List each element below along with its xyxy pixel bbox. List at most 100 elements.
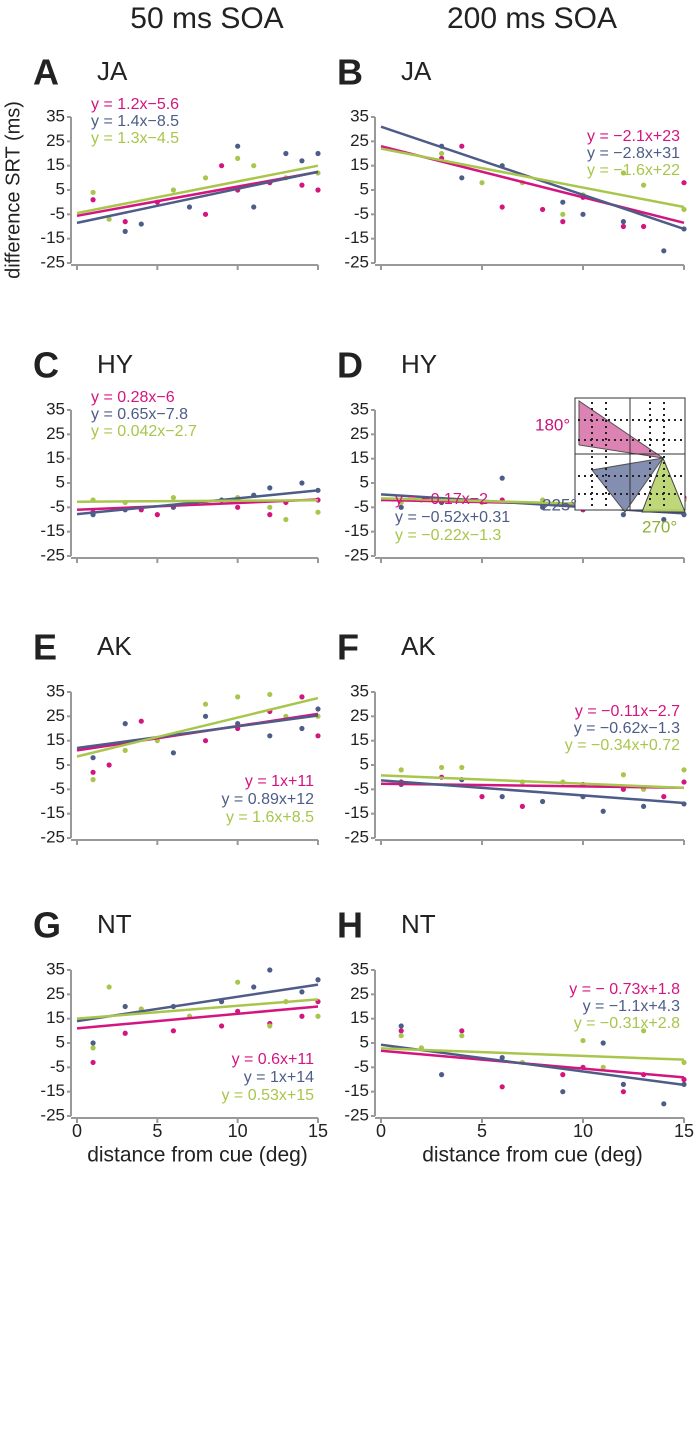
data-point [499, 1084, 505, 1090]
x-tick-label: 15 [674, 1121, 694, 1141]
data-point [122, 219, 128, 225]
data-point [283, 150, 289, 157]
y-tick-label: -25 [344, 252, 369, 271]
y-tick-label: -5 [50, 1057, 65, 1076]
equation-label: y = 1.4x−8.5 [91, 113, 179, 130]
data-point [580, 211, 586, 217]
data-point [315, 150, 321, 157]
x-tick-label: 5 [152, 1121, 162, 1141]
data-point [267, 967, 273, 973]
inset-label: 270° [642, 517, 677, 536]
y-tick-label: -15 [344, 803, 369, 822]
data-point [540, 504, 546, 510]
x-tick-label: 5 [477, 1121, 487, 1141]
equation-label: y = 1x+11 [245, 773, 314, 790]
y-tick-label: 35 [350, 959, 369, 978]
data-point [170, 495, 176, 501]
y-tick-label: 35 [46, 399, 65, 418]
data-point [661, 794, 667, 800]
data-point [202, 713, 209, 719]
equation-label: y = −2.1x+23 [587, 128, 680, 145]
fit-line [76, 1005, 319, 1030]
y-tick-label: -5 [354, 1057, 369, 1076]
data-point [170, 1028, 176, 1034]
inset-label: 225° [542, 495, 577, 514]
y-tick-label: 15 [46, 155, 65, 174]
data-point [620, 512, 627, 518]
panel-letter: F [337, 627, 359, 668]
x-tick-label: 10 [573, 1121, 593, 1141]
data-point [459, 175, 465, 181]
data-point [202, 701, 209, 707]
panel-letter: A [33, 52, 59, 93]
data-point [499, 475, 505, 481]
panel-letter: G [33, 905, 61, 946]
y-tick-label: 5 [360, 754, 369, 773]
y-tick-label: 25 [46, 984, 65, 1003]
data-point [620, 170, 627, 176]
data-point [439, 764, 445, 771]
data-point [398, 504, 404, 510]
y-tick-label: 15 [46, 448, 65, 467]
data-point [459, 1028, 465, 1034]
panel-title: NT [401, 909, 436, 939]
equation-label: y = −0.52x+0.31 [395, 509, 510, 526]
equation-label: y = 1.6x+8.5 [226, 809, 314, 826]
y-tick-label: 25 [350, 131, 369, 150]
panel-title: NT [97, 909, 132, 939]
equation-label: y = 1.3x−4.5 [91, 130, 179, 147]
data-point [122, 747, 128, 754]
panel-title: JA [97, 56, 128, 86]
data-point [620, 772, 627, 778]
data-point [299, 480, 305, 486]
y-tick-label: -25 [344, 545, 369, 564]
data-point [251, 204, 257, 210]
data-point [90, 1045, 96, 1051]
panel-title: AK [97, 631, 132, 661]
data-point [580, 1037, 586, 1044]
equation-label: y = −0.34x+0.72 [565, 737, 680, 754]
data-point [560, 1072, 566, 1078]
data-point [299, 989, 305, 995]
y-tick-label: -5 [354, 204, 369, 223]
y-tick-label: 15 [350, 730, 369, 749]
y-tick-label: -25 [40, 827, 65, 846]
data-point [106, 762, 112, 768]
equation-label: y = 1.2x−5.6 [91, 96, 179, 113]
data-point [620, 219, 627, 225]
equation-label: y = −1.1x+4.3 [583, 998, 681, 1015]
data-point [540, 798, 546, 805]
data-point [600, 808, 606, 814]
data-point [299, 182, 305, 188]
x-tick-label: 0 [72, 1121, 82, 1141]
data-point [479, 794, 485, 800]
data-point [170, 750, 176, 756]
data-point [315, 1013, 321, 1019]
data-point [202, 738, 209, 744]
y-tick-label: -5 [50, 204, 65, 223]
fit-line [76, 498, 319, 503]
fit-line [380, 779, 685, 805]
y-tick-label: -5 [354, 497, 369, 516]
data-point [681, 206, 687, 213]
y-tick-label: 25 [46, 131, 65, 150]
data-point [122, 721, 128, 727]
y-tick-label: 5 [360, 472, 369, 491]
data-point [170, 187, 176, 193]
panel-title: JA [401, 56, 432, 86]
data-point [600, 1040, 606, 1046]
data-point [398, 1023, 404, 1029]
data-point [267, 691, 273, 698]
data-point [138, 221, 144, 227]
y-axis-label: difference SRT (ms) [2, 101, 24, 279]
data-point [479, 180, 485, 186]
data-point [90, 769, 96, 775]
data-point [299, 725, 305, 732]
inset-label: 180° [535, 415, 570, 434]
column-title: 50 ms SOA [130, 2, 283, 35]
data-point [439, 1072, 445, 1078]
data-point [560, 211, 566, 217]
equation-label: y = −0.11x−2.7 [575, 703, 680, 720]
data-point [267, 733, 273, 739]
y-tick-label: -15 [344, 228, 369, 247]
